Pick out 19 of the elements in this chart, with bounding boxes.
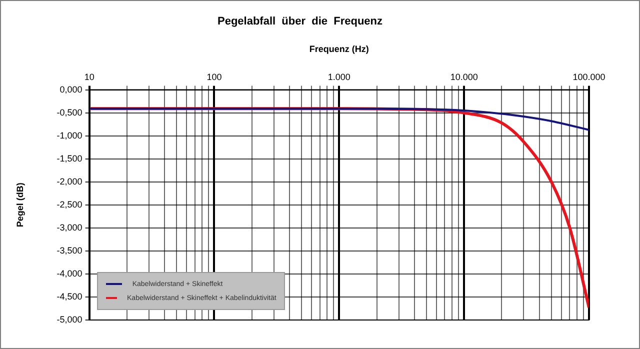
chart-title: Pegelabfall über die Frequenz xyxy=(217,16,384,28)
x-tick-label: 1.000 xyxy=(328,72,350,82)
y-tick-label: -4,000 xyxy=(56,268,82,278)
x-tick-label: 10 xyxy=(84,72,94,82)
y-tick-label: -3,500 xyxy=(56,245,82,256)
x-axis-title: Frequenz (Hz) xyxy=(309,44,369,54)
y-tick-label: -1,500 xyxy=(56,153,82,164)
y-tick-label: -2,000 xyxy=(56,176,82,186)
y-tick-label: -2,500 xyxy=(56,199,82,210)
y-tick-label: 0,000 xyxy=(60,84,82,94)
y-tick-label: -0,500 xyxy=(56,107,82,118)
y-axis-title: Pegel (dB) xyxy=(14,182,25,228)
x-tick-label: 100.000 xyxy=(572,72,606,82)
y-tick-label: -3,000 xyxy=(56,222,82,232)
y-tick-label: -4,500 xyxy=(56,291,82,302)
x-tick-label: 100 xyxy=(206,72,222,82)
y-tick-label: -5,000 xyxy=(56,314,82,324)
x-tick-label: 10.000 xyxy=(450,72,478,82)
y-tick-label: -1,000 xyxy=(56,130,82,140)
